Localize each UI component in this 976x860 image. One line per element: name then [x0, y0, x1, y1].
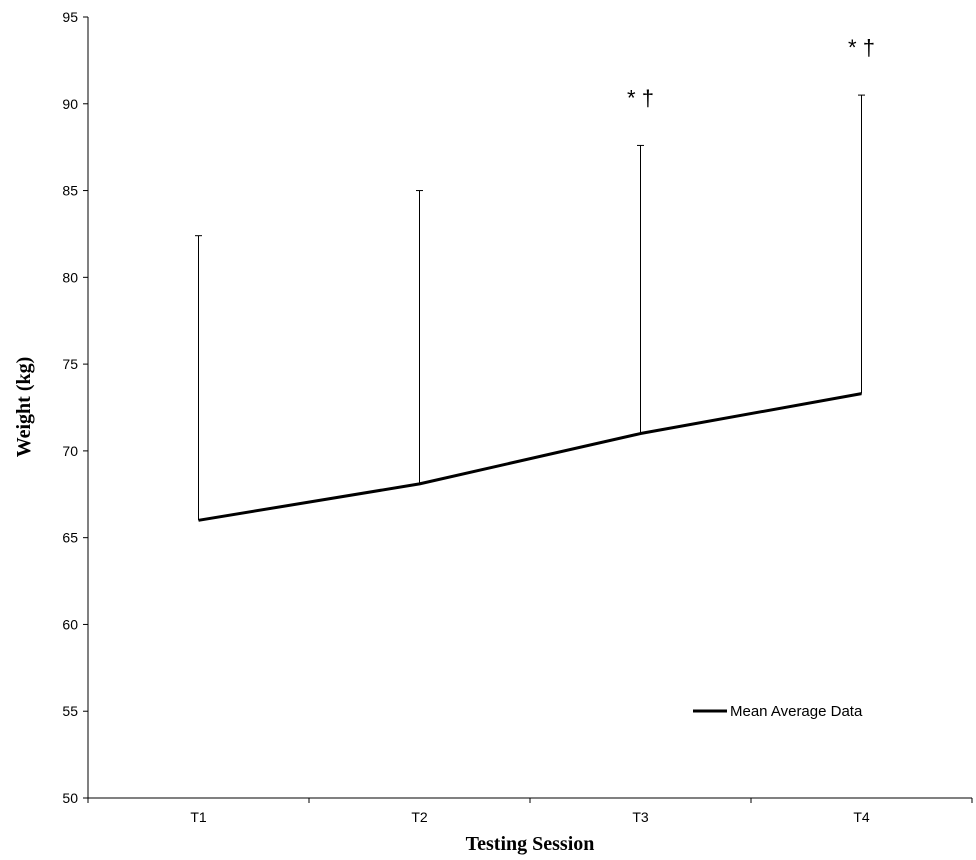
x-axis-title: Testing Session [466, 833, 595, 855]
significance-annotation: * † [848, 35, 875, 60]
significance-annotation: * † [627, 85, 654, 110]
x-axis: T1 T2 T3 T4 [87, 797, 973, 825]
error-bars [195, 94, 865, 521]
annotations: * † * † [627, 35, 875, 110]
x-tick-label: T1 [190, 809, 207, 825]
y-tick-label: 80 [62, 269, 78, 285]
legend: Mean Average Data [693, 703, 863, 720]
y-tick-label: 95 [62, 9, 78, 25]
y-tick-label: 65 [62, 530, 78, 546]
y-tick-label: 70 [62, 443, 78, 459]
y-axis: 50 55 60 65 70 75 80 85 90 95 [62, 9, 89, 806]
x-tick-label: T3 [632, 809, 649, 825]
legend-label: Mean Average Data [730, 703, 863, 720]
series-group [198, 392, 862, 522]
y-tick-label: 90 [62, 96, 78, 112]
y-tick-label: 50 [62, 790, 78, 806]
y-tick-label: 55 [62, 703, 78, 719]
y-axis-title: Weight (kg) [13, 357, 35, 458]
series-line-mean-average-data [198, 392, 862, 522]
y-tick-label: 75 [62, 356, 78, 372]
x-tick-label: T2 [411, 809, 428, 825]
x-tick-label: T4 [853, 809, 870, 825]
y-tick-label: 85 [62, 183, 78, 199]
y-tick-label: 60 [62, 616, 78, 632]
